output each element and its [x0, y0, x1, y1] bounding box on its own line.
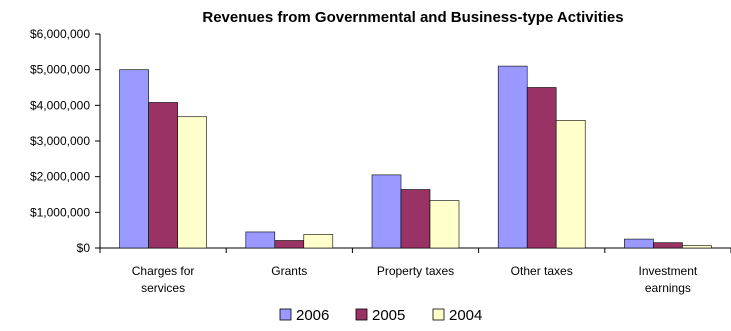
- y-tick-label: $4,000,000: [30, 98, 90, 112]
- bar-2006-4: [624, 238, 654, 249]
- bar-2004-1: [303, 234, 334, 249]
- y-tick-label: $5,000,000: [30, 63, 90, 77]
- y-tick-label: $3,000,000: [30, 134, 90, 148]
- y-tick-label: $1,000,000: [30, 205, 90, 219]
- bars: [119, 65, 712, 249]
- bar-2005-3: [526, 87, 557, 249]
- x-tick-label: Charges for: [132, 264, 195, 278]
- x-axis: Charges for services Grants Property taxes O…: [99, 247, 731, 295]
- legend: 2006 2005 2004: [279, 307, 482, 324]
- bar-2004-3: [555, 120, 586, 249]
- bar-2005-2: [400, 189, 431, 249]
- bar-2004-0: [177, 116, 207, 249]
- x-tick-label: services: [141, 281, 185, 295]
- bar-2006-2: [371, 174, 402, 249]
- bar-2006-1: [245, 231, 276, 249]
- chart-title: Revenues from Governmental and Business-…: [202, 9, 623, 26]
- y-tick-label: $6,000,000: [30, 27, 90, 41]
- bar-2006-0: [119, 69, 149, 249]
- legend-label-2004: 2004: [449, 307, 482, 324]
- legend-swatch-2005: [355, 308, 368, 321]
- bar-2005-0: [148, 102, 178, 249]
- y-tick-label: $0: [77, 241, 91, 255]
- bar-2005-4: [653, 242, 683, 249]
- x-tick-label: Other taxes: [511, 264, 573, 278]
- x-tick-label: Investment: [639, 264, 698, 278]
- bar-2005-1: [274, 240, 305, 249]
- bar-2004-2: [429, 200, 460, 249]
- y-axis: $0 $1,000,000 $2,000,000 $3,000,000 $4,000,0…: [30, 27, 101, 255]
- legend-swatch-2006: [279, 308, 292, 321]
- x-tick-label: earnings: [645, 281, 691, 295]
- y-tick-label: $2,000,000: [30, 170, 90, 184]
- legend-label-2006: 2006: [296, 307, 329, 324]
- bar-2004-4: [682, 245, 712, 249]
- legend-swatch-2004: [432, 308, 445, 321]
- legend-label-2005: 2005: [372, 307, 405, 324]
- x-tick-label: Property taxes: [377, 264, 454, 278]
- x-tick-label: Grants: [271, 264, 307, 278]
- bar-2006-3: [497, 65, 528, 249]
